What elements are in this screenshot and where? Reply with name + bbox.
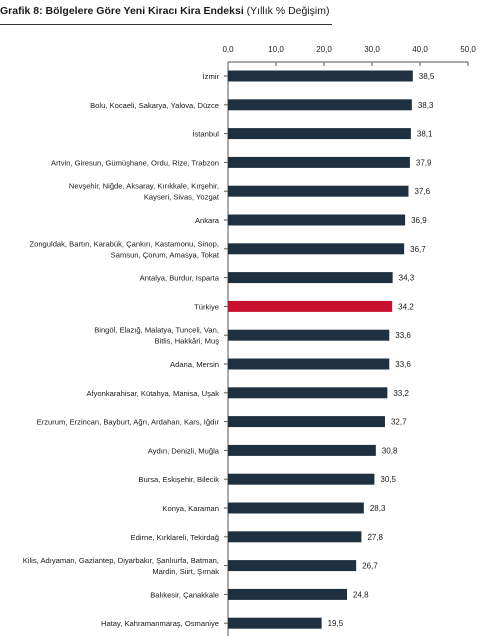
category-label: Kilis, Adıyaman, Gaziantep, Diyarbakır, … <box>23 556 219 565</box>
value-label: 32,7 <box>391 418 407 427</box>
value-label: 34,2 <box>398 302 414 311</box>
bar <box>228 531 362 543</box>
bar <box>228 214 406 226</box>
category-label: İzmir <box>203 72 220 81</box>
category-label: Afyonkarahisar, Kütahya, Manisa, Uşak <box>86 389 219 398</box>
value-label: 36,7 <box>410 245 426 254</box>
category-label: Zonguldak, Bartın, Karabük, Çankırı, Kas… <box>29 239 219 248</box>
value-label: 26,7 <box>362 562 378 571</box>
value-label: 38,1 <box>417 130 433 139</box>
bar <box>228 617 322 629</box>
x-tick-label: 40,0 <box>412 45 428 54</box>
category-label: Erzurum, Erzincan, Bayburt, Ağrı, Ardaha… <box>37 418 220 427</box>
bar <box>228 156 410 168</box>
value-label: 37,9 <box>416 158 432 167</box>
bar <box>228 185 409 197</box>
bar <box>228 70 413 82</box>
bar <box>228 329 390 341</box>
bar <box>228 387 388 399</box>
value-label: 38,3 <box>418 101 434 110</box>
category-label: Artvin, Giresun, Gümüşhane, Ordu, Rize, … <box>51 158 219 167</box>
x-tick-label: 50,0 <box>460 45 476 54</box>
x-tick-label: 0,0 <box>222 45 234 54</box>
value-label: 24,8 <box>353 590 369 599</box>
bar <box>228 99 412 111</box>
category-label: Adana, Mersin <box>170 360 219 369</box>
title-underline <box>0 24 332 25</box>
category-label: Ankara <box>195 216 220 225</box>
bar <box>228 272 393 284</box>
category-label: İstanbul <box>192 130 219 139</box>
category-label: Balıkesir, Çanakkale <box>150 590 219 599</box>
category-label: Hatay, Kahramanmaraş, Osmaniye <box>101 619 219 628</box>
bar <box>228 444 376 456</box>
bar <box>228 502 364 514</box>
value-label: 37,6 <box>414 187 430 196</box>
bar <box>228 358 390 370</box>
category-label: Bitlis, Hakkâri, Muş <box>154 337 219 346</box>
category-label: Konya, Karaman <box>162 504 219 513</box>
category-label: Türkiye <box>194 302 219 311</box>
chart-title-unit: (Yıllık % Değişim) <box>243 5 330 17</box>
value-label: 19,5 <box>328 619 344 628</box>
value-label: 30,8 <box>382 446 398 455</box>
bar <box>228 588 348 600</box>
bar-highlighted <box>228 300 393 312</box>
bar <box>228 473 375 485</box>
value-label: 28,3 <box>370 504 386 513</box>
category-label: Bingöl, Elazığ, Malatya, Tunceli, Van, <box>94 326 219 335</box>
value-label: 33,6 <box>395 360 411 369</box>
category-label: Samsun, Çorum, Amasya, Tokat <box>111 250 220 259</box>
value-label: 33,2 <box>393 389 409 398</box>
category-label: Mardin, Siirt, Şırnak <box>152 567 219 576</box>
category-label: Edirne, Kırklareli, Tekirdağ <box>131 533 220 542</box>
bar <box>228 416 385 428</box>
category-label: Nevşehir, Niğde, Aksaray, Kırıkkale, Kır… <box>69 182 219 191</box>
bar <box>228 560 357 572</box>
category-label: Kayseri, Sivas, Yozgat <box>144 193 220 202</box>
value-label: 30,5 <box>380 475 396 484</box>
x-tick-label: 20,0 <box>316 45 332 54</box>
value-label: 27,8 <box>367 533 383 542</box>
bar <box>228 243 405 255</box>
bar <box>228 128 411 140</box>
category-label: Bursa, Eskişehir, Bilecik <box>138 475 219 484</box>
category-label: Bolu, Kocaeli, Sakarya, Yalova, Düzce <box>90 101 219 110</box>
category-label: Aydın, Denizli, Muğla <box>148 446 220 455</box>
chart-title: Grafik 8: Bölgelere Göre Yeni Kiracı Kir… <box>0 5 330 17</box>
chart-title-main: Grafik 8: Bölgelere Göre Yeni Kiracı Kir… <box>0 5 244 17</box>
value-label: 38,5 <box>419 72 435 81</box>
value-label: 36,9 <box>411 216 427 225</box>
category-label: Antalya, Burdur, Isparta <box>140 274 220 283</box>
value-label: 34,3 <box>399 274 415 283</box>
value-label: 33,6 <box>395 331 411 340</box>
x-tick-label: 10,0 <box>268 45 284 54</box>
x-tick-label: 30,0 <box>364 45 380 54</box>
